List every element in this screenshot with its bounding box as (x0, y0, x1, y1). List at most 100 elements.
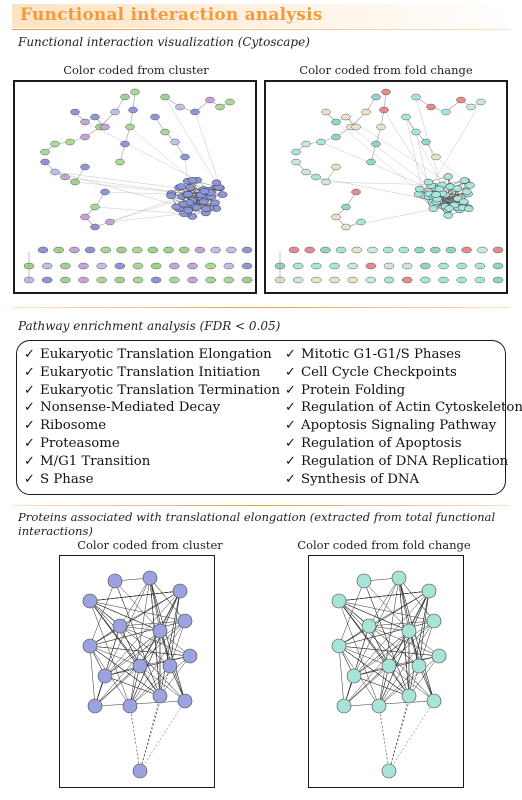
network-node (172, 583, 188, 599)
pathway-list-left: ✓ Eukaryotic Translation Elongation ✓ Eukar… (24, 346, 280, 488)
pathway-label: S Phase (40, 471, 94, 487)
network-node (150, 113, 160, 121)
network-node (190, 108, 200, 116)
check-icon: ✓ (24, 400, 35, 416)
network-node (50, 140, 60, 148)
network-edge (343, 700, 435, 707)
network-node (166, 192, 176, 199)
network-node (335, 246, 347, 254)
network-node (223, 276, 235, 284)
elongation-foldchange-panel (308, 555, 464, 788)
network-edge (338, 645, 440, 657)
network-node (401, 113, 411, 121)
network-edge (129, 590, 181, 707)
network-node (177, 613, 193, 629)
network-node (100, 246, 112, 254)
pathway-item: ✓ Eukaryotic Translation Initiation (24, 364, 280, 382)
network-node (341, 203, 351, 211)
network-edge (104, 620, 186, 677)
network-node (351, 246, 363, 254)
network-edge (114, 580, 161, 632)
network-edge (89, 590, 181, 602)
network-node (321, 178, 331, 186)
network-edge (149, 577, 171, 667)
network-edge (431, 101, 482, 186)
pathway-item: ✓ Regulation of DNA Replication (285, 453, 522, 471)
network-node (90, 113, 100, 121)
elongation-cluster-panel (59, 555, 215, 788)
network-edge (89, 645, 141, 667)
network-node (217, 191, 228, 198)
network-edge (418, 620, 435, 667)
network-node (341, 223, 351, 231)
network-edge (398, 577, 420, 667)
network-node (429, 246, 441, 254)
check-icon: ✓ (24, 435, 35, 451)
pathway-item: ✓ Regulation of Apoptosis (285, 435, 522, 453)
network-node (65, 138, 75, 146)
pathway-label: Protein Folding (301, 382, 406, 398)
network-edge (159, 655, 191, 697)
network-edge (89, 600, 186, 622)
network-node (391, 570, 407, 586)
check-icon: ✓ (24, 347, 35, 362)
network-node (84, 246, 96, 254)
network-edge (104, 590, 181, 677)
network-node (183, 190, 193, 198)
network-node (431, 191, 441, 198)
elongation-cluster-graph (82, 570, 198, 779)
network-node (37, 246, 49, 254)
network-node (70, 108, 80, 116)
network-edge (338, 645, 410, 697)
pathway-label: Cell Cycle Checkpoints (301, 364, 457, 380)
network-node (90, 203, 100, 211)
network-node (477, 246, 488, 254)
network-node (456, 276, 467, 284)
network-node (132, 276, 144, 284)
network-node (150, 262, 162, 270)
network-node (292, 262, 304, 270)
check-icon: ✓ (285, 435, 296, 451)
network-edge (338, 600, 380, 707)
network-node (423, 178, 434, 186)
network-node (150, 276, 162, 284)
network-edge (89, 645, 161, 697)
network-node (142, 570, 158, 586)
network-node (78, 276, 89, 284)
network-node (329, 276, 340, 284)
network-edge (149, 577, 186, 702)
network-edge (338, 645, 390, 667)
network-node (169, 276, 180, 284)
network-node (163, 246, 174, 254)
pathway-label: Nonsense-Mediated Decay (40, 400, 221, 416)
network-edge (345, 116, 458, 189)
network-edge (338, 600, 435, 622)
network-edge (363, 580, 410, 697)
network-edge (353, 577, 400, 677)
network-edge (149, 577, 161, 697)
network-node (199, 198, 209, 205)
network-node (205, 96, 215, 104)
network-node (80, 118, 90, 126)
network-edge (338, 590, 430, 602)
network-edge (119, 625, 141, 667)
network-node (371, 698, 387, 714)
network-edge (89, 600, 171, 667)
network-edge (338, 645, 345, 707)
network-edge (129, 665, 171, 707)
section-rule-2 (12, 505, 510, 506)
network-node (445, 246, 457, 254)
network-node (187, 276, 198, 284)
section-heading-visualization: Functional interaction visualization (Cy… (18, 35, 310, 49)
network-node (365, 262, 377, 270)
network-node (210, 246, 221, 254)
network-edge (338, 600, 410, 697)
network-node (40, 148, 50, 156)
network-node (180, 153, 190, 161)
pathway-item: ✓ Mitotic G1-G1/S Phases (285, 346, 522, 364)
network-node (112, 618, 128, 634)
network-node (205, 276, 216, 284)
network-node (411, 658, 427, 674)
network-node (241, 262, 253, 270)
check-icon: ✓ (24, 453, 35, 469)
